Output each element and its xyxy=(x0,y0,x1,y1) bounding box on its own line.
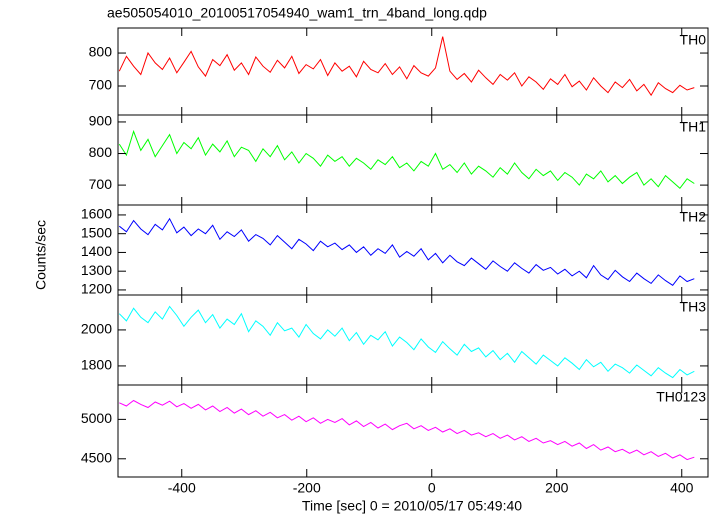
y-tick-label: 1300 xyxy=(81,262,112,278)
y-tick-label: 700 xyxy=(89,77,113,93)
data-line xyxy=(118,217,695,286)
panel-frame xyxy=(117,114,709,206)
data-line xyxy=(118,129,695,190)
x-tick-label: -400 xyxy=(168,480,196,496)
y-axis-label: Counts/sec xyxy=(33,220,49,290)
x-tick-label: 400 xyxy=(670,480,694,496)
panel-frame xyxy=(117,204,709,296)
panel-label: TH0123 xyxy=(656,389,706,405)
panel-label: TH3 xyxy=(680,299,707,315)
panel-label: TH2 xyxy=(680,209,707,225)
x-tick-label: 200 xyxy=(545,480,569,496)
y-tick-label: 4500 xyxy=(81,449,112,465)
y-tick-label: 900 xyxy=(89,113,113,129)
x-tick-label: 0 xyxy=(428,480,436,496)
panel-frame xyxy=(117,27,709,116)
y-tick-label: 800 xyxy=(89,144,113,160)
y-tick-label: 800 xyxy=(89,44,113,60)
panel-frame xyxy=(117,294,709,386)
data-line xyxy=(118,36,695,97)
y-tick-label: 1600 xyxy=(81,206,112,222)
chart-title: ae505054010_20100517054940_wam1_trn_4ban… xyxy=(107,5,487,21)
y-tick-label: 1400 xyxy=(81,243,112,259)
y-tick-label: 700 xyxy=(89,176,113,192)
y-tick-label: 1500 xyxy=(81,224,112,240)
data-line xyxy=(118,305,695,379)
y-tick-label: 1800 xyxy=(81,357,112,373)
data-line xyxy=(119,399,695,461)
panel-frame xyxy=(117,384,709,478)
panel-label: TH1 xyxy=(680,119,707,135)
panel-label: TH0 xyxy=(680,32,707,48)
x-axis-label: Time [sec] 0 = 2010/05/17 05:49:40 xyxy=(302,498,522,514)
x-tick-label: -200 xyxy=(293,480,321,496)
y-tick-label: 2000 xyxy=(81,321,112,337)
y-tick-label: 5000 xyxy=(81,410,112,426)
y-tick-label: 1200 xyxy=(81,281,112,297)
